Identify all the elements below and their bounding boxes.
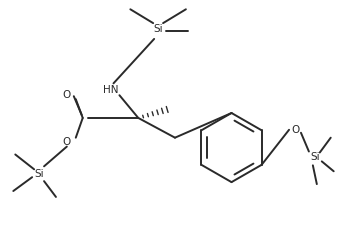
Text: HN: HN (103, 85, 118, 95)
Text: Si: Si (310, 153, 320, 162)
Text: O: O (291, 125, 299, 135)
Text: Si: Si (34, 169, 44, 179)
Text: O: O (63, 90, 71, 100)
Text: O: O (63, 137, 71, 147)
Text: Si: Si (153, 24, 163, 34)
